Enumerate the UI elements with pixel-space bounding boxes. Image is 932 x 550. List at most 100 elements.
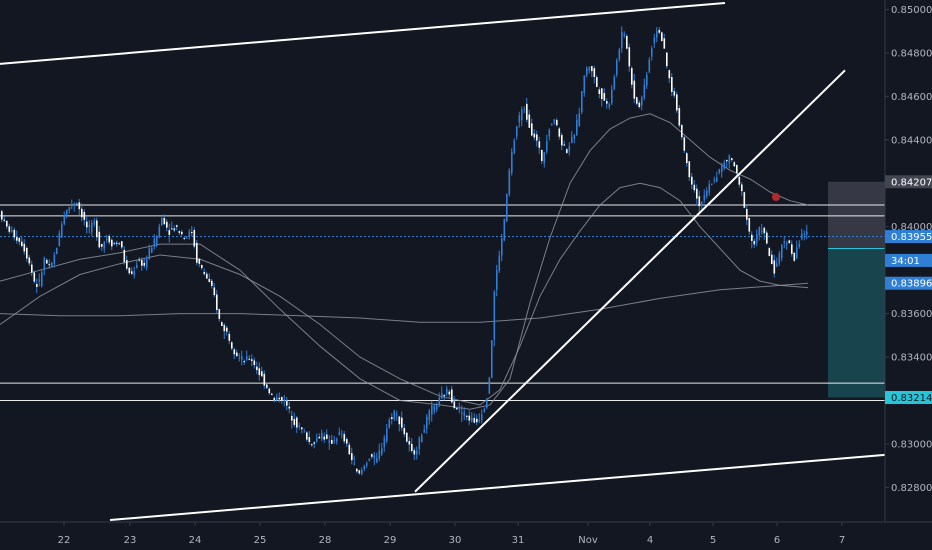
position-zones: [828, 181, 885, 398]
candle-body: [501, 238, 503, 256]
candle-body: [23, 243, 26, 252]
price-tag-label: 0.83955: [891, 232, 932, 243]
candle-body: [363, 465, 366, 470]
candle-body: [381, 448, 383, 455]
candle-body: [463, 412, 466, 416]
candle-body: [441, 393, 443, 399]
candle-body: [123, 249, 126, 263]
candle-body: [518, 115, 521, 123]
candle-body: [246, 356, 248, 360]
candle-body: [386, 428, 388, 442]
candle-body: [486, 400, 488, 408]
candle-body: [321, 433, 323, 439]
candle-body: [618, 49, 621, 60]
candle-body: [426, 416, 428, 429]
candle-body: [103, 241, 106, 249]
candle-body: [68, 206, 71, 211]
candle-body: [476, 418, 478, 423]
y-tick-label: 0.82800: [891, 483, 932, 494]
candle-body: [143, 262, 146, 266]
candle-body: [76, 203, 78, 205]
candle-body: [648, 59, 651, 72]
candle-body: [273, 397, 276, 401]
candle-body: [718, 169, 721, 173]
price-tag-label: 0.83214: [891, 393, 932, 404]
y-axis-ticks: 0.85000 0.84800 0.84600 0.84400 0.84000 0.836…: [885, 5, 932, 494]
candle-body: [721, 165, 723, 173]
signal-marker-icon: [772, 193, 780, 201]
candle-body: [413, 450, 416, 455]
candle-body: [676, 94, 678, 111]
candle-body: [373, 455, 376, 459]
candle-body: [776, 263, 778, 267]
candle-body: [158, 226, 161, 238]
candle-body: [336, 438, 338, 442]
candle-body: [651, 48, 653, 57]
candle-body: [473, 418, 476, 423]
candle-body: [458, 407, 461, 410]
x-tick-label: 4: [647, 535, 653, 546]
candle-body: [388, 419, 391, 428]
candle-body: [121, 241, 123, 248]
candle-body: [468, 415, 471, 421]
candle-body: [498, 255, 501, 271]
y-tick-label: 0.84600: [891, 92, 932, 103]
candle-body: [753, 240, 756, 245]
candle-body: [263, 373, 266, 386]
candle-body: [751, 234, 753, 241]
candle-body: [768, 248, 771, 256]
candle-body: [283, 399, 286, 401]
candle-body: [216, 294, 218, 311]
candle-body: [761, 230, 763, 232]
candle-body: [26, 247, 28, 259]
candle-body: [58, 233, 61, 246]
candle-body: [133, 271, 136, 276]
stop-loss-zone: [828, 181, 885, 249]
candle-body: [306, 432, 308, 440]
candle-body: [213, 287, 216, 296]
candle-body: [788, 240, 791, 244]
candle-body: [658, 29, 661, 33]
candle-body: [11, 230, 13, 233]
candle-body: [286, 401, 288, 406]
candle-body: [313, 442, 316, 444]
candle-body: [141, 259, 143, 266]
candle-body: [403, 428, 406, 435]
candle-body: [681, 124, 683, 138]
candle-body: [171, 228, 173, 230]
candle-body: [218, 309, 221, 319]
candle-body: [786, 243, 788, 245]
x-tick-label: 28: [319, 535, 332, 546]
trend-line: [414, 69, 846, 493]
candle-body: [716, 177, 718, 182]
candle-body: [266, 384, 268, 388]
candle-body: [343, 434, 346, 442]
candle-body: [146, 259, 148, 268]
candle-body: [513, 140, 516, 154]
candle-body: [611, 89, 613, 104]
candle-body: [626, 35, 628, 49]
candle-body: [708, 184, 711, 193]
candle-body: [61, 224, 63, 238]
candle-body: [346, 439, 348, 444]
horizontal-levels: [0, 204, 885, 402]
candle-body: [778, 253, 781, 264]
candle-body: [796, 247, 798, 259]
candles: [1, 26, 808, 476]
candle-body: [91, 223, 93, 233]
candle-body: [433, 405, 436, 412]
candle-body: [703, 194, 706, 201]
candle-body: [536, 134, 538, 141]
candle-body: [28, 257, 31, 264]
y-tick-label: 0.83000: [891, 439, 932, 450]
candle-body: [196, 242, 198, 263]
candle-body: [803, 233, 806, 235]
candle-body: [223, 324, 226, 332]
candle-body: [791, 244, 793, 254]
candle-body: [756, 233, 758, 243]
y-tick-label: 0.84800: [891, 48, 932, 59]
candle-body: [418, 437, 421, 449]
candle-body: [511, 152, 513, 173]
